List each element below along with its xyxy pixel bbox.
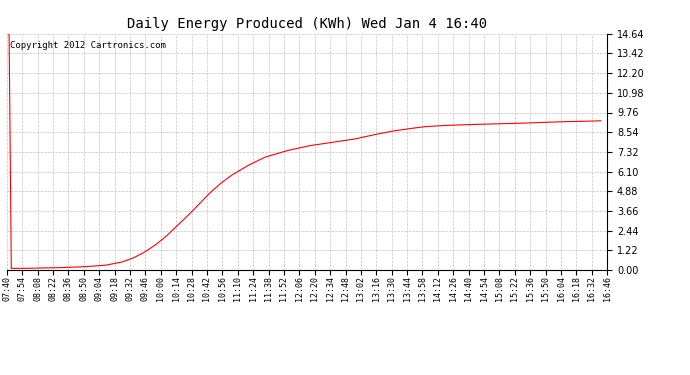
- Text: Copyright 2012 Cartronics.com: Copyright 2012 Cartronics.com: [10, 41, 166, 50]
- Title: Daily Energy Produced (KWh) Wed Jan 4 16:40: Daily Energy Produced (KWh) Wed Jan 4 16…: [127, 17, 487, 31]
